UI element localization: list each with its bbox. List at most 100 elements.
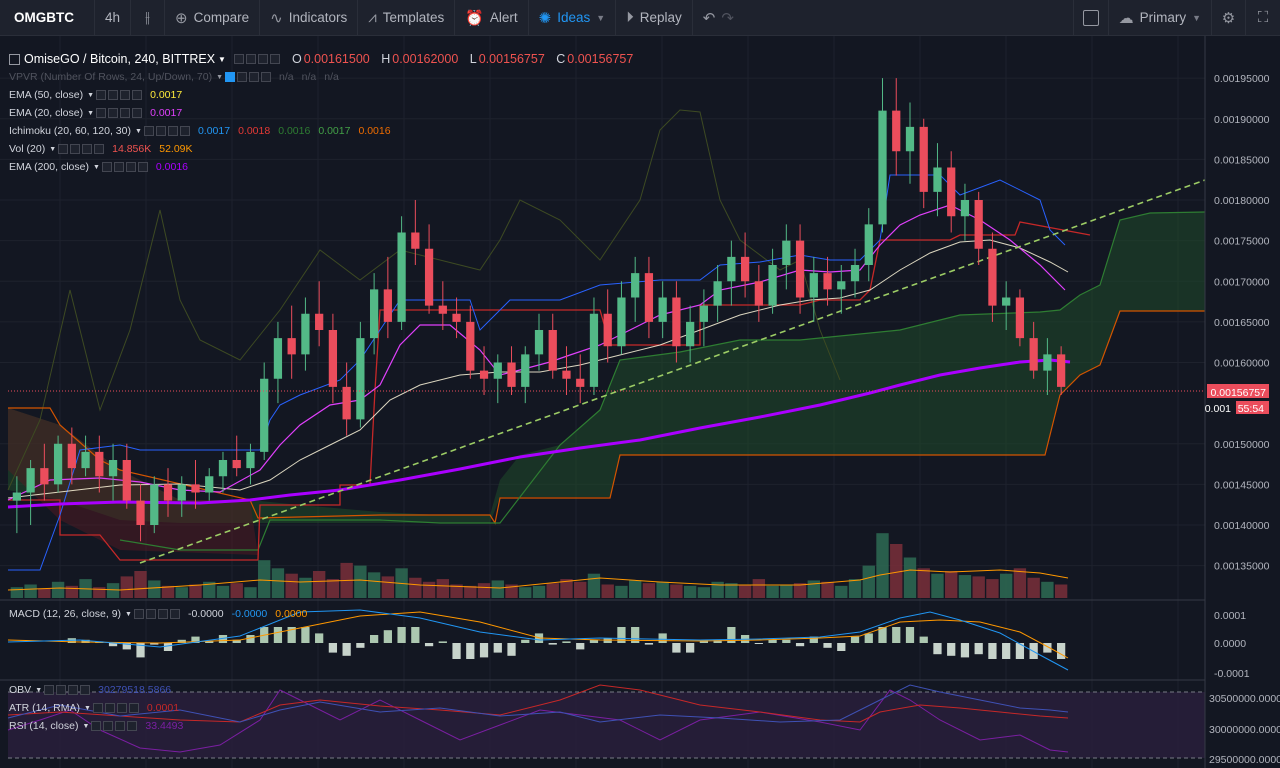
legend-ema-200[interactable]: EMA (200, close) ▼ 0.0016	[9, 161, 189, 173]
candle-body	[631, 273, 640, 298]
chevron-down-icon: ▼	[125, 610, 132, 618]
ema-200-line	[7, 358, 1071, 509]
legend-volume[interactable]: Vol (20) ▼ 14.856K 52.09K	[9, 143, 193, 155]
chevron-down-icon: ▼	[135, 127, 142, 135]
legend-vpvr[interactable]: VPVR (Number Of Rows, 24, Up/Down, 70) ▼…	[9, 71, 339, 83]
volume-bar	[683, 585, 697, 598]
obv-axis-label: 29500000.0000	[1209, 754, 1280, 766]
interval-button[interactable]: 4h	[95, 0, 131, 36]
candle-body	[301, 313, 310, 355]
lightbulb-icon: ✺	[538, 9, 552, 27]
macd-histogram-bar	[1015, 643, 1025, 659]
ideas-button[interactable]: ✺ Ideas ▼	[529, 0, 617, 36]
macd-histogram-bar	[988, 643, 997, 659]
legend-ichimoku[interactable]: Ichimoku (20, 60, 120, 30) ▼ 0.0017 0.00…	[9, 125, 391, 137]
price-axis-label: 0.00195000	[1214, 73, 1270, 85]
chevron-down-icon[interactable]: ▼	[218, 54, 226, 64]
candle-body	[12, 492, 21, 501]
low-value: 0.00156757	[478, 52, 545, 66]
undo-icon[interactable]: ↶	[702, 9, 716, 27]
settings-button[interactable]: ⚙	[1212, 0, 1246, 36]
compare-label: Compare	[193, 10, 250, 25]
candle-body	[603, 313, 612, 347]
candle-body	[534, 330, 544, 355]
chevron-down-icon: ▼	[92, 163, 100, 171]
macd-axis-label: -0.0001	[1214, 668, 1250, 680]
volume-bar	[367, 572, 381, 598]
volume-bar	[10, 587, 24, 598]
price-axis-label: 0.00135000	[1214, 561, 1270, 573]
obv-axis-label: 30000000.0000	[1209, 724, 1280, 736]
macd-histogram-bar	[892, 627, 901, 643]
chart-canvas[interactable]: 0.00195000 0.00190000 0.00185000 0.00180000…	[0, 36, 1280, 768]
legend-atr[interactable]: ATR (14, RMA) ▼ 0.0001	[9, 702, 180, 714]
candles-icon: ⫲	[145, 9, 150, 26]
volume-bar	[491, 580, 504, 598]
alert-button[interactable]: ⏰ Alert	[455, 0, 529, 36]
candle-body	[754, 281, 763, 306]
high-value: 0.00162000	[392, 52, 459, 66]
volume-bar	[285, 573, 298, 598]
legend-rsi[interactable]: RSI (14, close) ▼ 33.4493	[9, 720, 184, 732]
candle-body	[81, 451, 90, 469]
candle-body	[782, 240, 791, 265]
legend-vpvr-name[interactable]: VPVR (Number Of Rows, 24, Up/Down, 70)	[9, 71, 213, 83]
replay-button[interactable]: ⏵ Replay	[616, 0, 693, 36]
current-price-tag-bg	[1207, 384, 1269, 398]
symbol-search-button[interactable]: OMGBTC	[0, 0, 95, 36]
templates-button[interactable]: ⩘ Templates	[358, 0, 456, 36]
macd-histogram	[67, 627, 1066, 659]
chevron-down-icon: ▼	[1192, 12, 1201, 23]
replay-icon: ⏵	[626, 9, 634, 26]
macd-histogram-bar	[438, 641, 447, 643]
macd-histogram-bar	[150, 643, 159, 645]
legend-obv[interactable]: OBV ▼ 30279518.5866	[9, 684, 172, 696]
candle-body	[521, 354, 530, 387]
candle-body	[260, 378, 269, 452]
candle-body	[617, 297, 626, 347]
volume-bar	[38, 588, 51, 598]
legend-ema-50[interactable]: EMA (50, close) ▼ 0.0017	[9, 89, 183, 101]
macd-histogram-bar	[191, 636, 200, 643]
series-controls	[233, 54, 282, 64]
candle-body	[1029, 338, 1038, 371]
undo-redo-group: ↶ ↷	[693, 0, 750, 36]
volume-bar	[821, 581, 834, 598]
layout-save-button[interactable]: ☁ Primary ▼	[1109, 0, 1212, 36]
collapse-icon[interactable]	[9, 53, 20, 65]
macd-histogram-bar	[562, 641, 571, 643]
chart-area[interactable]: 0.00195000 0.00190000 0.00185000 0.00180000…	[0, 36, 1280, 768]
candle-body	[768, 265, 777, 306]
candle-body	[383, 289, 392, 322]
candle-body	[136, 500, 145, 525]
fullscreen-button[interactable]: ⛶	[1246, 0, 1280, 36]
volume-bar	[24, 584, 37, 598]
main-series-legend[interactable]: OmiseGO / Bitcoin, 240, BITTREX ▼ O 0.001…	[9, 52, 641, 66]
volume-bar	[175, 587, 188, 598]
legend-ema-20[interactable]: EMA (20, close) ▼ 0.0017	[9, 107, 183, 119]
candle-body	[466, 321, 475, 371]
redo-icon[interactable]: ↷	[721, 9, 734, 27]
volume-bar	[780, 584, 793, 598]
macd-histogram-bar	[521, 639, 530, 643]
indicators-button[interactable]: ∿ Indicators	[260, 0, 359, 36]
macd-histogram-bar	[301, 627, 310, 643]
legend-macd[interactable]: MACD (12, 26, close, 9) ▼ -0.0000 -0.000…	[9, 608, 308, 620]
macd-histogram-bar	[81, 639, 90, 643]
series-title[interactable]: OmiseGO / Bitcoin, 240, BITTREX	[24, 52, 216, 66]
macd-histogram-bar	[287, 627, 296, 643]
atr-line	[7, 684, 1069, 723]
macd-histogram-bar	[493, 643, 502, 653]
fullscreen-mode-button[interactable]	[1072, 0, 1109, 36]
bar-style-button[interactable]: ⫲	[131, 0, 165, 36]
candle-body	[1043, 354, 1052, 371]
compare-button[interactable]: ⊕ Compare	[165, 0, 261, 36]
obv-axis-label: 30500000.0000	[1209, 693, 1280, 705]
volume-bar	[477, 583, 491, 598]
candle-body	[699, 305, 709, 322]
macd-histogram-bar	[369, 635, 379, 643]
candle-body	[713, 281, 722, 306]
candle-body	[837, 281, 846, 290]
volume-bar	[203, 581, 216, 598]
macd-histogram-bar	[328, 643, 338, 653]
